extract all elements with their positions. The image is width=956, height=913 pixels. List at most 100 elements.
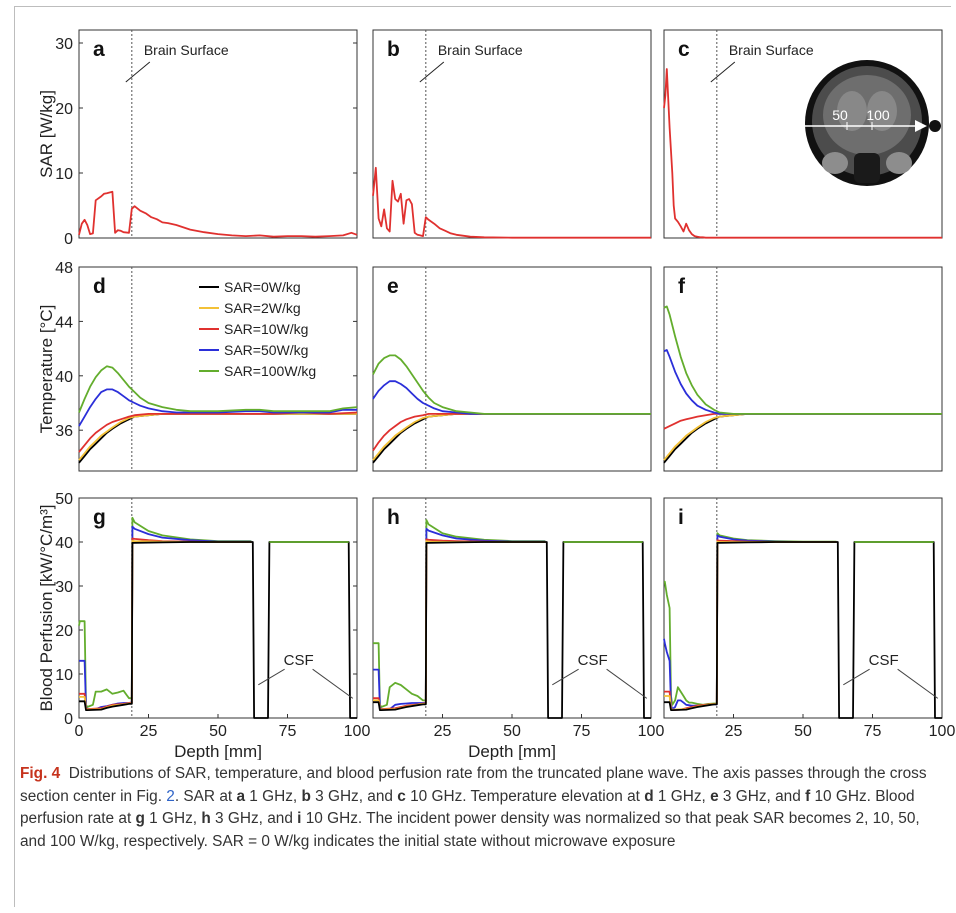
y-tick-label: 40 xyxy=(55,535,73,552)
axes-frame xyxy=(372,29,652,239)
panel-label: b xyxy=(387,38,400,61)
annotation-pointer xyxy=(897,668,939,699)
brain-surface-annotation: Brain Surface xyxy=(144,42,229,58)
series-line xyxy=(78,365,358,413)
series-line xyxy=(78,190,358,238)
caption-text: 1 GHz, xyxy=(245,787,302,805)
csf-annotation: CSF xyxy=(869,652,899,669)
ear-region xyxy=(886,152,912,174)
caption-text: 1 GHz, xyxy=(144,810,202,827)
x-tick-label: 75 xyxy=(573,723,591,740)
panel-label: g xyxy=(93,506,106,529)
y-tick-label: 10 xyxy=(55,166,73,183)
y-axis-label: SAR [W/kg] xyxy=(37,90,56,178)
brain-surface-annotation: Brain Surface xyxy=(438,42,523,58)
y-tick-label: 36 xyxy=(55,423,73,440)
x-axis-label: Depth [mm] xyxy=(174,742,262,760)
panel-d: 36 40 44 48 Temperature [°C] d SAR=0W/kg SAR=2W… xyxy=(37,260,358,472)
marker-dot xyxy=(929,120,941,132)
y-tick-label: 10 xyxy=(55,667,73,684)
caption-panel-ref: d xyxy=(644,787,654,805)
x-tick-label: 100 xyxy=(344,723,371,740)
panel-h: 25 50 75 100 Depth [mm] h CSF xyxy=(372,497,665,760)
panel-label: d xyxy=(93,275,106,298)
y-tick-label: 40 xyxy=(55,369,73,386)
axes-frame xyxy=(78,266,358,472)
y-tick-label: 20 xyxy=(55,101,73,118)
brain-lobe xyxy=(867,91,897,131)
x-tick-label: 100 xyxy=(929,723,956,740)
x-tick-label: 25 xyxy=(140,723,158,740)
caption-text: 3 GHz, and xyxy=(210,810,298,827)
caption-text: 10 GHz. Temperature elevation at xyxy=(405,787,645,805)
caption-panel-ref: a xyxy=(236,787,245,805)
y-tick-label: 0 xyxy=(64,711,73,728)
y-axis-label: Temperature [°C] xyxy=(37,305,56,434)
panel-label: h xyxy=(387,506,400,529)
y-tick-label: 30 xyxy=(55,579,73,596)
brain-lobe xyxy=(837,91,867,131)
annotation-pointer xyxy=(710,61,736,83)
caption-text: 10 GHz. The incident power density was n… xyxy=(20,810,920,850)
caption-panel-ref: g xyxy=(135,810,145,827)
x-tick-label: 25 xyxy=(434,723,452,740)
caption-text: 1 GHz, xyxy=(653,787,711,805)
axes-frame xyxy=(78,29,358,239)
panel-i: 25 50 75 100 i CSF xyxy=(663,497,956,740)
panel-label: e xyxy=(387,275,399,298)
x-tick-label: 100 xyxy=(638,723,665,740)
caption-panel-ref: c xyxy=(397,787,406,805)
caption-text: . SAR at xyxy=(174,787,237,805)
panel-label: i xyxy=(678,506,684,529)
caption-text: 3 GHz, and xyxy=(718,787,806,805)
panel-label: c xyxy=(678,38,690,61)
figure-reference-link[interactable]: 2 xyxy=(166,787,175,805)
caption-panel-ref: b xyxy=(301,787,311,805)
brainstem-region xyxy=(854,153,880,183)
brain-surface-annotation: Brain Surface xyxy=(729,42,814,58)
annotation-pointer xyxy=(312,668,354,699)
x-tick-label: 50 xyxy=(794,723,812,740)
y-tick-label: 44 xyxy=(55,314,73,331)
x-tick-label: 50 xyxy=(209,723,227,740)
panel-g: 0 10 20 30 40 50 0 25 50 75 100 Depth [mm] Blood Per… xyxy=(37,491,370,760)
csf-annotation: CSF xyxy=(578,652,608,669)
x-tick-label: 50 xyxy=(503,723,521,740)
x-tick-label: 0 xyxy=(75,723,84,740)
series-line xyxy=(78,411,358,453)
legend-label: SAR=100W/kg xyxy=(224,363,316,379)
panel-a: 0 10 20 30 SAR [W/kg] a Brain Surface xyxy=(37,29,358,248)
legend-label: SAR=10W/kg xyxy=(224,321,308,337)
y-tick-label: 48 xyxy=(55,260,73,277)
x-tick-label: 25 xyxy=(725,723,743,740)
panel-b: b Brain Surface xyxy=(372,29,652,239)
caption-text: Distributions of SAR, temperature, and b… xyxy=(20,765,927,805)
series-line xyxy=(663,68,942,239)
axes-frame xyxy=(372,497,652,719)
legend-label: SAR=2W/kg xyxy=(224,300,301,316)
annotation-pointer xyxy=(552,668,579,686)
caption-panel-ref: h xyxy=(201,810,211,827)
legend-label: SAR=50W/kg xyxy=(224,342,308,358)
caption-text: 10 GHz. Blood perfusion rate at xyxy=(20,787,915,828)
panel-label: a xyxy=(93,38,105,61)
caption-panel-ref: e xyxy=(710,787,719,805)
x-tick-label: 75 xyxy=(864,723,882,740)
y-tick-label: 20 xyxy=(55,623,73,640)
axes-frame xyxy=(78,497,358,719)
x-tick-label: 75 xyxy=(279,723,297,740)
annotation-pointer xyxy=(606,668,648,699)
axes-frame xyxy=(663,497,943,719)
axes-frame xyxy=(663,266,943,472)
figure-4-charts: 0 10 20 30 SAR [W/kg] a Brain Surface b Brain Su… xyxy=(37,29,956,760)
csf-annotation: CSF xyxy=(284,652,314,669)
series-line xyxy=(372,519,546,708)
annotation-pointer xyxy=(125,61,151,83)
caption-panel-ref: f xyxy=(805,787,811,805)
figure-frame xyxy=(14,6,951,907)
series-line xyxy=(78,388,357,427)
panel-e: e xyxy=(372,266,652,472)
panel-label: f xyxy=(678,275,686,298)
caption-label: Fig. 4 xyxy=(20,765,61,782)
annotation-pointer xyxy=(843,668,870,686)
